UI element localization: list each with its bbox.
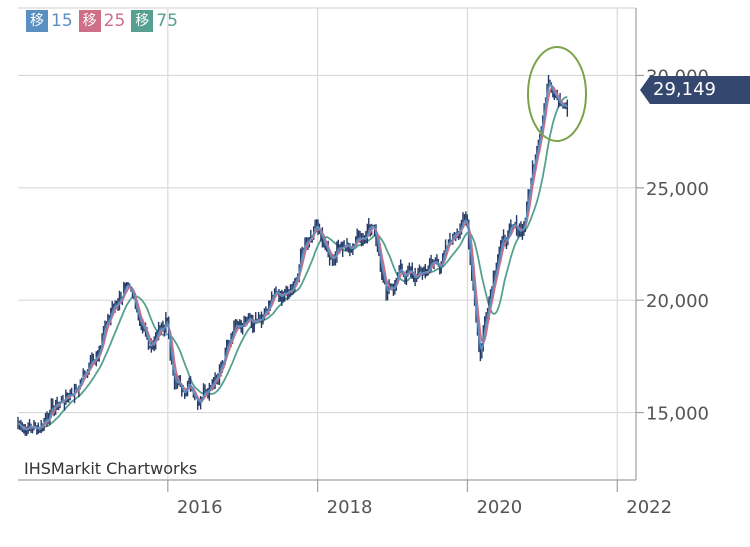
ma75-line — [17, 96, 568, 429]
last-price-label: 29,149 — [650, 76, 750, 104]
y-tick-label: 15,000 — [646, 404, 709, 425]
price-tag-arrow — [640, 76, 650, 104]
ma25-line — [17, 85, 568, 431]
legend-period: 75 — [156, 11, 178, 31]
chart-credit: IHSMarkit Chartworks — [24, 459, 198, 478]
legend-tag: 移 — [26, 10, 48, 32]
legend-period: 25 — [103, 11, 126, 31]
legend-tag: 移 — [78, 10, 101, 32]
x-tick-label: 2022 — [626, 497, 672, 518]
moving-average-75 — [17, 96, 568, 429]
x-axis-tick-labels: 2016 2018 2020 2022 — [177, 497, 672, 518]
legend-tag: 移 — [131, 10, 154, 32]
price-candles — [17, 74, 569, 436]
legend-item-ma25[interactable]: 移 25 — [78, 10, 126, 32]
legend-item-ma15[interactable]: 移 15 — [26, 10, 73, 32]
y-tick-label: 20,000 — [646, 291, 709, 312]
x-tick-label: 2018 — [327, 497, 373, 518]
ma15-line — [17, 81, 568, 431]
chart-legend: 移 15 移 25 移 75 — [26, 10, 178, 32]
moving-average-25 — [17, 85, 568, 431]
x-tick-label: 2020 — [476, 497, 522, 518]
y-tick-label: 25,000 — [646, 179, 709, 200]
highlight-circle — [527, 46, 587, 142]
legend-period: 15 — [51, 11, 73, 31]
moving-average-15 — [17, 81, 568, 431]
legend-item-ma75[interactable]: 移 75 — [131, 10, 178, 32]
chart-axes — [18, 7, 637, 481]
x-tick-label: 2016 — [177, 497, 223, 518]
